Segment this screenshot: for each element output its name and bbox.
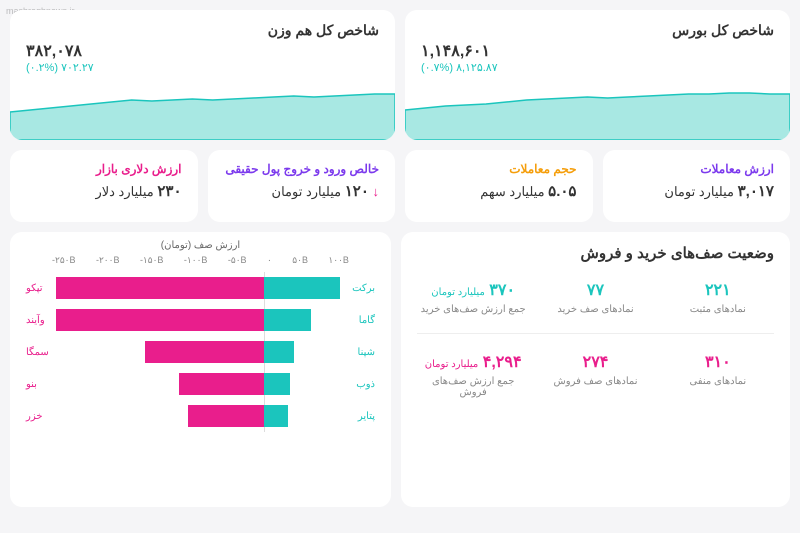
stat-title: خالص ورود و خروج پول حقیقی <box>224 162 380 176</box>
queue-cell: ۳۱۰ نمادهای منفی <box>662 352 774 398</box>
bar-neg <box>56 277 264 299</box>
card-value: ۱,۱۴۸,۶۰۱ <box>421 41 774 61</box>
bar-neg-label: تپکو <box>22 283 52 294</box>
stat-value: ۵.۰۵ میلیارد سهم <box>421 182 577 200</box>
bar-row: تپکو برکت <box>22 272 379 304</box>
stat-title: ارزش دلاری بازار <box>26 162 182 176</box>
bar-row: بنو ذوب <box>22 368 379 400</box>
bar-track <box>52 309 349 331</box>
bar-pos <box>264 341 294 363</box>
section-title: وضعیت صف‌های خرید و فروش <box>417 244 774 262</box>
card-change: ۷۰۲.۲۷ (۰.۲%) <box>26 61 379 74</box>
axis-tick: -۱۰۰B <box>184 255 208 266</box>
stat-card: حجم معاملات ۵.۰۵ میلیارد سهم <box>405 150 593 222</box>
card-value: ۳۸۲,۰۷۸ <box>26 41 379 61</box>
queue-label: نمادهای صف خرید <box>539 304 651 315</box>
bar-pos-label: پتایر <box>349 411 379 422</box>
stat-title: ارزش معاملات <box>619 162 775 176</box>
divider <box>417 333 774 334</box>
bar-track <box>52 341 349 363</box>
axis-tick: -۲۵۰B <box>52 255 76 266</box>
bar-pos-label: ذوب <box>349 379 379 390</box>
queue-label: نمادهای منفی <box>662 376 774 387</box>
queue-cell: ۲۲۱ نمادهای مثبت <box>662 280 774 315</box>
bar-pos <box>264 405 288 427</box>
bar-neg <box>179 373 264 395</box>
queue-num: ۳۱۰ <box>662 352 774 372</box>
queue-cell: ۳۷۰ میلیارد تومان جمع ارزش صف‌های خرید <box>417 280 529 315</box>
stat-card: ارزش دلاری بازار ۲۳۰ میلیارد دلار <box>10 150 198 222</box>
queue-num: ۳۷۰ میلیارد تومان <box>417 280 529 300</box>
stat-value: ↓ ۱۲۰ میلیارد تومان <box>224 182 380 200</box>
bar-track <box>52 277 349 299</box>
queue-buy-row: ۲۲۱ نمادهای مثبت ۷۷ نمادهای صف خرید ۳۷۰ … <box>417 280 774 315</box>
bar-pos <box>264 373 289 395</box>
bar-row: سمگا شپنا <box>22 336 379 368</box>
queue-label: نمادهای صف فروش <box>539 376 651 387</box>
queue-label: جمع ارزش صف‌های خرید <box>417 304 529 315</box>
axis-tick: -۲۰۰B <box>96 255 120 266</box>
bar-neg-label: خزر <box>22 411 52 422</box>
bar-pos-label: گاما <box>349 315 379 326</box>
queue-label: جمع ارزش صف‌های فروش <box>417 376 529 398</box>
card-title: شاخص کل هم وزن <box>26 22 379 39</box>
sparkline <box>10 80 395 140</box>
bar-track <box>52 405 349 427</box>
stat-card: خالص ورود و خروج پول حقیقی ↓ ۱۲۰ میلیارد… <box>208 150 396 222</box>
queue-num: ۴,۲۹۴ میلیارد تومان <box>417 352 529 372</box>
axis-tick: -۱۵۰B <box>140 255 164 266</box>
bar-row: خزر پتایر <box>22 400 379 432</box>
queue-cell: ۲۷۴ نمادهای صف فروش <box>539 352 651 398</box>
stat-card: ارزش معاملات ۳,۰۱۷ میلیارد تومان <box>603 150 791 222</box>
axis-tick: ۱۰۰B <box>328 255 349 266</box>
queue-num: ۲۷۴ <box>539 352 651 372</box>
queue-label: نمادهای مثبت <box>662 304 774 315</box>
axis-tick: ۰ <box>267 255 272 266</box>
stat-value: ۲۳۰ میلیارد دلار <box>26 182 182 200</box>
index-card-total: شاخص کل بورس ۱,۱۴۸,۶۰۱ ۸,۱۲۵.۸۷ (۰.۷%) <box>405 10 790 140</box>
card-change: ۸,۱۲۵.۸۷ (۰.۷%) <box>421 61 774 74</box>
bar-pos-label: برکت <box>349 283 379 294</box>
bar-neg <box>56 309 264 331</box>
queue-num: ۷۷ <box>539 280 651 300</box>
index-card-equal-weight: شاخص کل هم وزن ۳۸۲,۰۷۸ ۷۰۲.۲۷ (۰.۲%) <box>10 10 395 140</box>
axis-title: ارزش صف (تومان) <box>22 240 379 251</box>
bar-pos-label: شپنا <box>349 347 379 358</box>
bar-neg-label: وآیند <box>22 315 52 326</box>
bar-neg <box>188 405 264 427</box>
index-row: شاخص کل بورس ۱,۱۴۸,۶۰۱ ۸,۱۲۵.۸۷ (۰.۷%) ش… <box>10 10 790 140</box>
queue-sell-row: ۳۱۰ نمادهای منفی ۲۷۴ نمادهای صف فروش ۴,۲… <box>417 352 774 398</box>
queue-cell: ۷۷ نمادهای صف خرید <box>539 280 651 315</box>
axis-tick: -۵۰B <box>228 255 247 266</box>
bars-area: تپکو برکت وآیند گاما سمگا شپنا بنو ذوب <box>22 272 379 462</box>
bar-neg-label: بنو <box>22 379 52 390</box>
bar-row: وآیند گاما <box>22 304 379 336</box>
card-title: شاخص کل بورس <box>421 22 774 39</box>
bar-neg-label: سمگا <box>22 347 52 358</box>
bar-track <box>52 373 349 395</box>
queue-cell: ۴,۲۹۴ میلیارد تومان جمع ارزش صف‌های فروش <box>417 352 529 398</box>
axis-ticks: -۲۵۰B -۲۰۰B -۱۵۰B -۱۰۰B -۵۰B ۰ ۵۰B ۱۰۰B <box>22 255 379 266</box>
bar-pos <box>264 277 340 299</box>
sparkline <box>405 80 790 140</box>
axis-tick: ۵۰B <box>292 255 308 266</box>
bar-neg <box>145 341 264 363</box>
stat-title: حجم معاملات <box>421 162 577 176</box>
stats-row: ارزش معاملات ۳,۰۱۷ میلیارد تومان حجم معا… <box>10 150 790 222</box>
bottom-row: وضعیت صف‌های خرید و فروش ۲۲۱ نمادهای مثب… <box>10 232 790 507</box>
bar-pos <box>264 309 311 331</box>
stat-value: ۳,۰۱۷ میلیارد تومان <box>619 182 775 200</box>
bar-chart-card: ارزش صف (تومان) -۲۵۰B -۲۰۰B -۱۵۰B -۱۰۰B -۵۰B… <box>10 232 391 507</box>
queue-status-card: وضعیت صف‌های خرید و فروش ۲۲۱ نمادهای مثب… <box>401 232 790 507</box>
queue-num: ۲۲۱ <box>662 280 774 300</box>
